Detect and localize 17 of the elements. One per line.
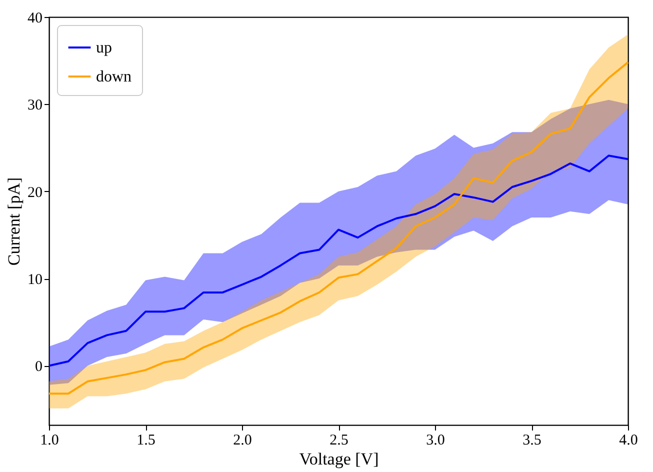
x-tick-label: 2.5 [330,432,348,448]
x-tick-label: 2.0 [233,432,252,448]
y-axis-title: Current [pA] [4,177,24,266]
x-tick-label: 4.0 [619,432,638,448]
x-axis-title: Voltage [V] [299,450,379,468]
x-tick-label: 1.5 [136,432,156,448]
x-tick-label: 3.5 [522,432,542,448]
y-tick-label: 30 [28,98,42,114]
legend-label: up [96,40,112,56]
x-tick-label: 1.0 [40,432,59,448]
y-tick-label: 20 [28,184,42,201]
line-series [48,154,629,367]
legend-label: down [96,68,132,86]
x-tick-label: 3.0 [426,432,445,448]
y-tick-label: 0 [35,359,42,376]
y-tick-label: 10 [28,272,42,288]
y-tick-label: 40 [28,10,42,26]
